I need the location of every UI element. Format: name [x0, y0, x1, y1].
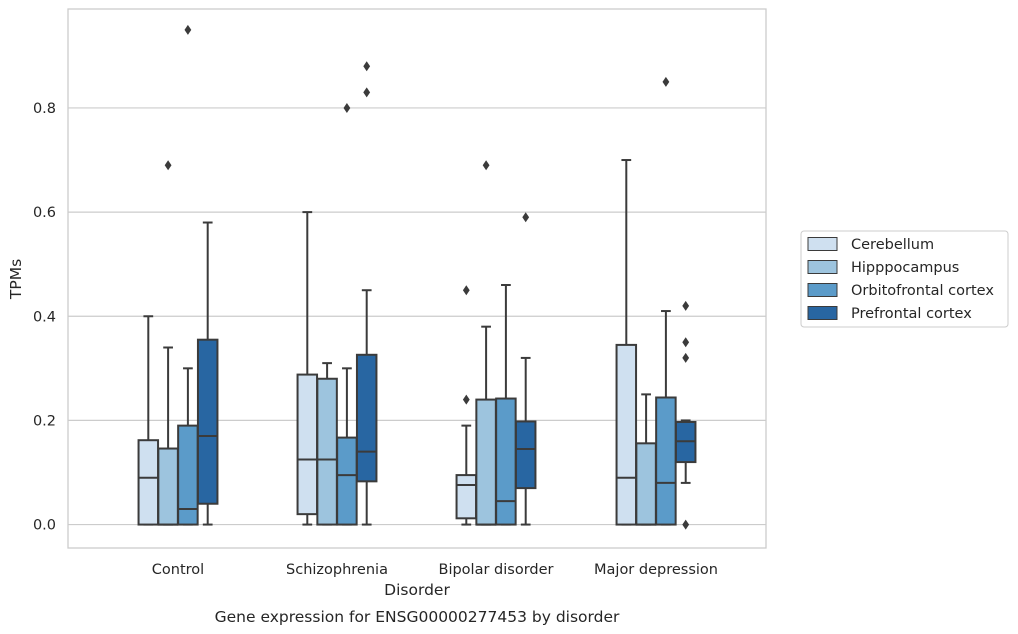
box-cerebellum-1 — [296, 211, 319, 526]
box-body — [296, 373, 319, 516]
box-body — [514, 420, 537, 490]
box-groups — [137, 24, 697, 530]
x-tick-label: Bipolar disorder — [439, 562, 554, 578]
box-body — [495, 397, 517, 526]
y-axis-title: TPMs — [7, 259, 25, 300]
box-orbitofrontal-cortex-3 — [655, 76, 677, 526]
y-tick-label: 0.2 — [33, 413, 56, 429]
box-body — [355, 353, 378, 483]
x-axis-title: Disorder — [384, 581, 450, 599]
figure-caption: Gene expression for ENSG00000277453 by d… — [215, 608, 620, 626]
box-orbitofrontal-cortex-0 — [177, 24, 199, 526]
box-body — [655, 396, 677, 526]
outlier-point — [682, 337, 690, 348]
box-body — [615, 343, 638, 526]
outlier-point — [363, 87, 371, 98]
outlier-point — [662, 76, 670, 87]
legend-label: Hipppocampus — [851, 260, 959, 276]
box-body — [157, 447, 179, 526]
outlier-point — [363, 61, 371, 72]
legend-label: Orbitofrontal cortex — [851, 283, 994, 299]
box-orbitofrontal-cortex-2 — [495, 284, 517, 526]
box-prefrontal-cortex-3 — [674, 300, 697, 530]
legend-item-cerebellum: Cerebellum — [807, 237, 934, 253]
legend-swatch — [807, 237, 838, 251]
box-cerebellum-3 — [615, 159, 638, 526]
box-body — [455, 474, 478, 520]
box-hipppocampus-1 — [316, 362, 338, 526]
outlier-point — [682, 300, 690, 311]
y-tick-labels: 0.0 0.2 0.4 0.6 0.8 — [33, 101, 56, 534]
outlier-point — [462, 285, 470, 296]
box-body — [196, 338, 219, 505]
box-body — [635, 442, 657, 526]
legend-swatch — [807, 306, 838, 320]
box-body — [336, 436, 358, 526]
box-cerebellum-2 — [455, 285, 478, 526]
box-prefrontal-cortex-2 — [514, 212, 537, 526]
box-body — [137, 439, 160, 526]
outlier-point — [343, 102, 351, 113]
legend-swatch — [807, 283, 838, 297]
legend-label: Cerebellum — [851, 237, 934, 253]
legend-label: Prefrontal cortex — [851, 306, 972, 322]
legend: Cerebellum Hipppocampus Orbitofrontal cort… — [800, 230, 1009, 328]
outlier-point — [164, 160, 172, 171]
y-tick-label: 0.4 — [33, 309, 56, 325]
outlier-point — [462, 394, 470, 405]
legend-item-hipppocampus: Hipppocampus — [807, 260, 959, 276]
outlier-point — [682, 352, 690, 363]
legend-swatch — [807, 260, 838, 274]
x-tick-label: Schizophrenia — [286, 562, 388, 578]
box-prefrontal-cortex-0 — [196, 221, 219, 526]
box-orbitofrontal-cortex-1 — [336, 102, 358, 526]
outlier-point — [482, 160, 490, 171]
outlier-point — [184, 24, 192, 35]
legend-frame — [800, 230, 1009, 328]
box-hipppocampus-0 — [157, 160, 179, 526]
box-hipppocampus-2 — [475, 160, 497, 526]
y-tick-label: 0.6 — [33, 205, 56, 221]
outlier-point — [682, 519, 690, 530]
y-tick-label: 0.0 — [33, 518, 56, 534]
legend-item-orbitofrontal-cortex: Orbitofrontal cortex — [807, 283, 994, 299]
legend-item-prefrontal-cortex: Prefrontal cortex — [807, 306, 972, 322]
x-tick-labels: Control Schizophrenia Bipolar disorder Majo… — [152, 562, 718, 578]
box-prefrontal-cortex-1 — [355, 61, 378, 526]
plot-frame — [67, 8, 767, 549]
x-tick-label: Control — [152, 562, 204, 578]
box-body — [475, 398, 497, 526]
box-body — [316, 377, 338, 526]
x-tick-label: Major depression — [594, 562, 718, 578]
box-hipppocampus-3 — [635, 393, 657, 526]
y-tick-label: 0.8 — [33, 101, 56, 117]
outlier-point — [522, 212, 530, 223]
